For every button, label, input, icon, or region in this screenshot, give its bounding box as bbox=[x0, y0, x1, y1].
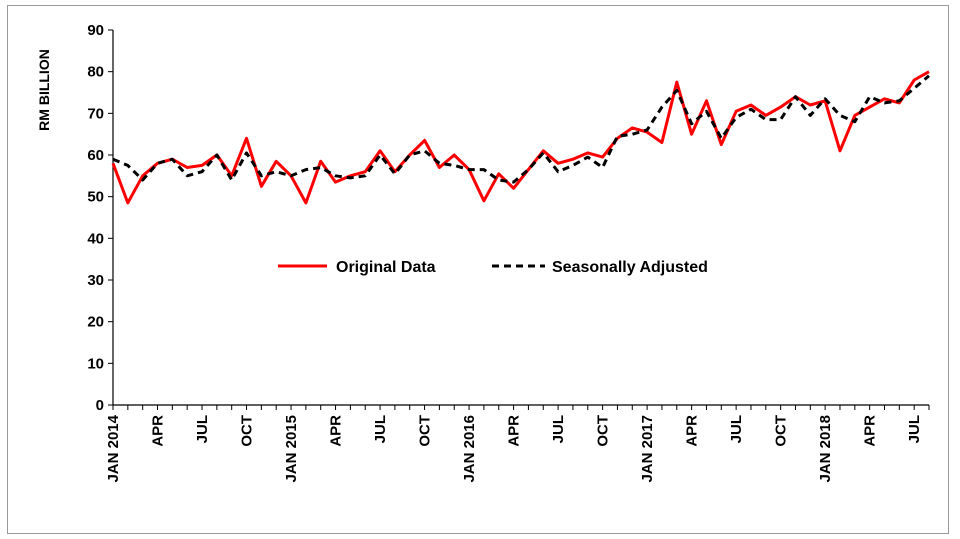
x-tick-label: JUL bbox=[906, 415, 923, 443]
x-tick-labels: JAN 2014 APR JUL OCT JAN 2015 APR JUL OCT JAN 20… bbox=[105, 405, 930, 483]
x-tick-label: APR bbox=[684, 415, 701, 447]
series-line-original-data bbox=[111, 70, 930, 205]
x-tick-label: APR bbox=[506, 415, 523, 447]
legend-label-original: Original Data bbox=[336, 259, 436, 276]
x-tick-label: JAN 2014 bbox=[105, 414, 122, 482]
y-axis-title: RM BILLION bbox=[36, 49, 52, 131]
y-tick-label: 60 bbox=[87, 147, 104, 164]
chart-frame bbox=[7, 5, 949, 534]
x-tick-label: JAN 2015 bbox=[283, 415, 300, 483]
series-lines bbox=[111, 70, 930, 205]
y-tick-label: 10 bbox=[87, 355, 104, 372]
y-tick-label: 50 bbox=[87, 189, 104, 206]
y-tick-label: 90 bbox=[87, 22, 104, 39]
legend-label-seasonal: Seasonally Adjusted bbox=[552, 259, 708, 276]
x-tick-label: JUL bbox=[372, 415, 389, 443]
x-tick-label: OCT bbox=[239, 415, 256, 447]
y-tick-label: 40 bbox=[87, 230, 104, 247]
x-tick-label: OCT bbox=[773, 415, 790, 447]
x-tick-label: JUL bbox=[194, 415, 211, 443]
x-tick-label: JUL bbox=[550, 415, 567, 443]
y-tick-label: 0 bbox=[96, 397, 104, 414]
x-tick-label: APR bbox=[328, 415, 345, 447]
x-tick-label: JAN 2017 bbox=[639, 415, 656, 483]
y-tick-label: 80 bbox=[87, 64, 104, 81]
y-tick-label: 70 bbox=[87, 105, 104, 122]
x-tick-label: JUL bbox=[728, 415, 745, 443]
y-tick-labels: 0 10 20 30 40 50 60 70 80 90 bbox=[87, 22, 113, 414]
y-tick-label: 20 bbox=[87, 314, 104, 331]
legend: Original Data Seasonally Adjusted bbox=[278, 259, 708, 276]
y-tick-label: 30 bbox=[87, 272, 104, 289]
axes bbox=[112, 30, 929, 406]
x-tick-label: OCT bbox=[417, 415, 434, 447]
x-tick-label: APR bbox=[150, 415, 167, 447]
x-tick-label: OCT bbox=[595, 415, 612, 447]
x-tick-label: JAN 2016 bbox=[461, 415, 478, 483]
y-axis-title-group: RM BILLION bbox=[36, 49, 52, 131]
x-tick-label: APR bbox=[862, 415, 879, 447]
x-tick-label: JAN 2018 bbox=[817, 415, 834, 483]
